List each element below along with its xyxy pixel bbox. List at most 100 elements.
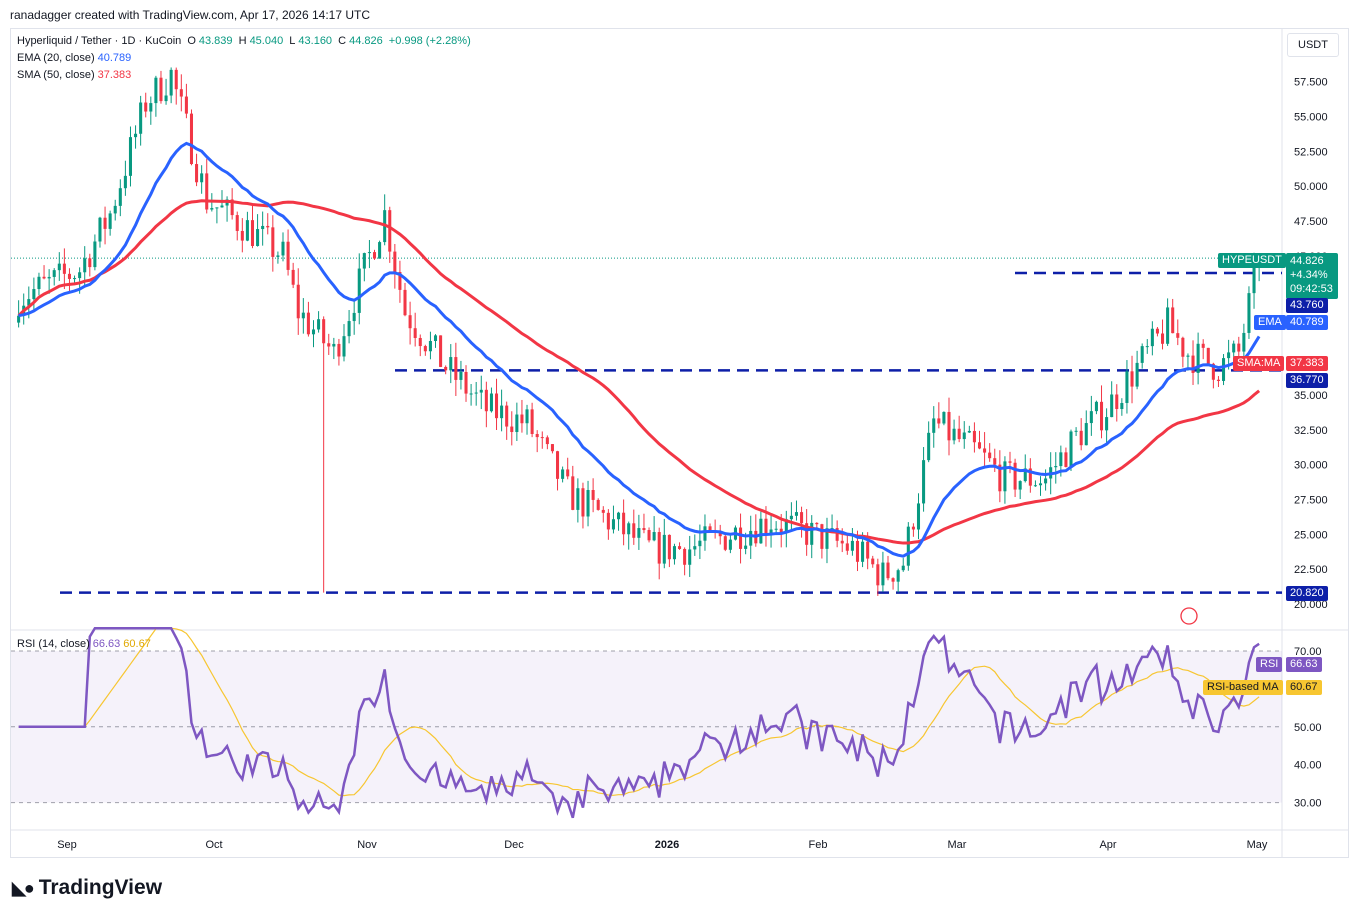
candle-body [779, 528, 783, 533]
rsi-line [18, 627, 1260, 819]
candle-body [1252, 265, 1256, 294]
candle-body [764, 518, 768, 535]
candle-body [1222, 358, 1226, 381]
candle-body [413, 328, 417, 338]
candle-body [571, 476, 575, 510]
candle-body [489, 393, 493, 412]
candle-body [474, 392, 478, 394]
candle-body [1130, 371, 1134, 387]
symbol-tag: HYPEUSDT [1218, 253, 1286, 268]
price-tick-label: 32.500 [1294, 425, 1328, 437]
candle-body [37, 276, 41, 290]
candle-body [276, 255, 280, 257]
candle-body [1232, 343, 1236, 353]
candle-body [235, 215, 239, 231]
candle-body [647, 530, 651, 541]
candle-body [1196, 343, 1200, 373]
candle-body [855, 540, 860, 562]
candle-body [998, 464, 1002, 492]
candle-body [301, 312, 305, 319]
candle-body [159, 77, 163, 102]
candle-body [886, 562, 890, 579]
candle-body [861, 541, 865, 562]
change-value: +0.998 (+2.28%) [388, 35, 471, 47]
ema-legend[interactable]: EMA (20, close) 40.789 [17, 52, 132, 64]
alert-icon [1180, 607, 1198, 625]
candle-body [891, 578, 895, 582]
candle-body [672, 546, 676, 560]
rsi-ma-tag: 60.67 [1286, 680, 1322, 695]
time-tick-label: Feb [809, 839, 828, 851]
open-value: 43.839 [198, 35, 233, 47]
ema-tag-label: EMA [1254, 315, 1286, 330]
candle-body [418, 337, 422, 347]
candle-body [1013, 462, 1017, 490]
candle-body [230, 199, 234, 216]
candle-body [1110, 394, 1114, 418]
candle-body [398, 272, 402, 290]
candle-body [805, 523, 809, 545]
rsi-tag-label: RSI [1256, 657, 1283, 672]
candle-body [169, 69, 173, 96]
candle-body [1115, 394, 1119, 410]
candle-body [433, 335, 438, 341]
candle-body [347, 321, 351, 337]
candle-body [332, 343, 336, 347]
candle-body [1135, 362, 1139, 387]
candle-body [845, 543, 849, 551]
candle-body [118, 188, 122, 206]
sma-legend[interactable]: SMA (50, close) 37.383 [17, 69, 132, 81]
price-tick-label: 47.500 [1294, 216, 1328, 228]
candle-body [657, 532, 661, 564]
currency-selector[interactable]: USDT [1287, 33, 1339, 57]
candle-body [500, 405, 504, 419]
rsi-legend[interactable]: RSI (14, close) 66.63 60.67 [17, 638, 151, 650]
candle-body [439, 335, 443, 367]
candle-body [876, 564, 880, 586]
candle-body [134, 133, 138, 138]
price-tick-label: 20.000 [1294, 599, 1328, 611]
candle-body [505, 405, 509, 427]
time-tick-label: Oct [205, 839, 222, 851]
candle-body [311, 329, 316, 335]
candle-body [510, 426, 514, 433]
candle-body [484, 389, 488, 412]
rsi-ma-tag-label: RSI-based MA [1203, 680, 1283, 695]
rsi-tick-label: 30.00 [1294, 798, 1322, 810]
symbol-label[interactable]: Hyperliquid / Tether · 1D · KuCoin [17, 35, 182, 47]
candle-body [1074, 430, 1078, 432]
candle-body [1033, 485, 1037, 487]
candle-body [611, 519, 615, 530]
candle-body [210, 208, 214, 210]
candle-body [108, 213, 112, 229]
candle-body [881, 562, 885, 586]
candle-body [245, 220, 249, 241]
candle-body [378, 242, 382, 259]
time-tick-label: May [1247, 839, 1268, 851]
candle-body [83, 258, 87, 273]
candle-body [723, 536, 727, 550]
candle-body [93, 241, 97, 268]
candle-body [688, 549, 692, 565]
price-tick-label: 35.000 [1294, 390, 1328, 402]
candle-body [1161, 333, 1165, 344]
low-value: 43.160 [298, 35, 333, 47]
time-tick-label: Mar [948, 839, 967, 851]
candle-body [1084, 423, 1088, 446]
candle-body [698, 540, 702, 547]
candle-body [73, 278, 77, 280]
candle-body [1008, 461, 1012, 463]
candle-body [62, 263, 66, 274]
main-legend: Hyperliquid / Tether · 1D · KuCoin O 43.8… [17, 35, 471, 47]
candle-body [947, 411, 951, 441]
candle-body [296, 284, 300, 319]
candle-body [388, 210, 392, 252]
candle-body [103, 217, 107, 229]
candle-body [1206, 347, 1210, 364]
candle-body [983, 448, 987, 453]
candle-body [1125, 371, 1129, 404]
candle-body [622, 512, 626, 535]
price-tick-label: 27.500 [1294, 495, 1328, 507]
candle-body [1211, 363, 1215, 380]
